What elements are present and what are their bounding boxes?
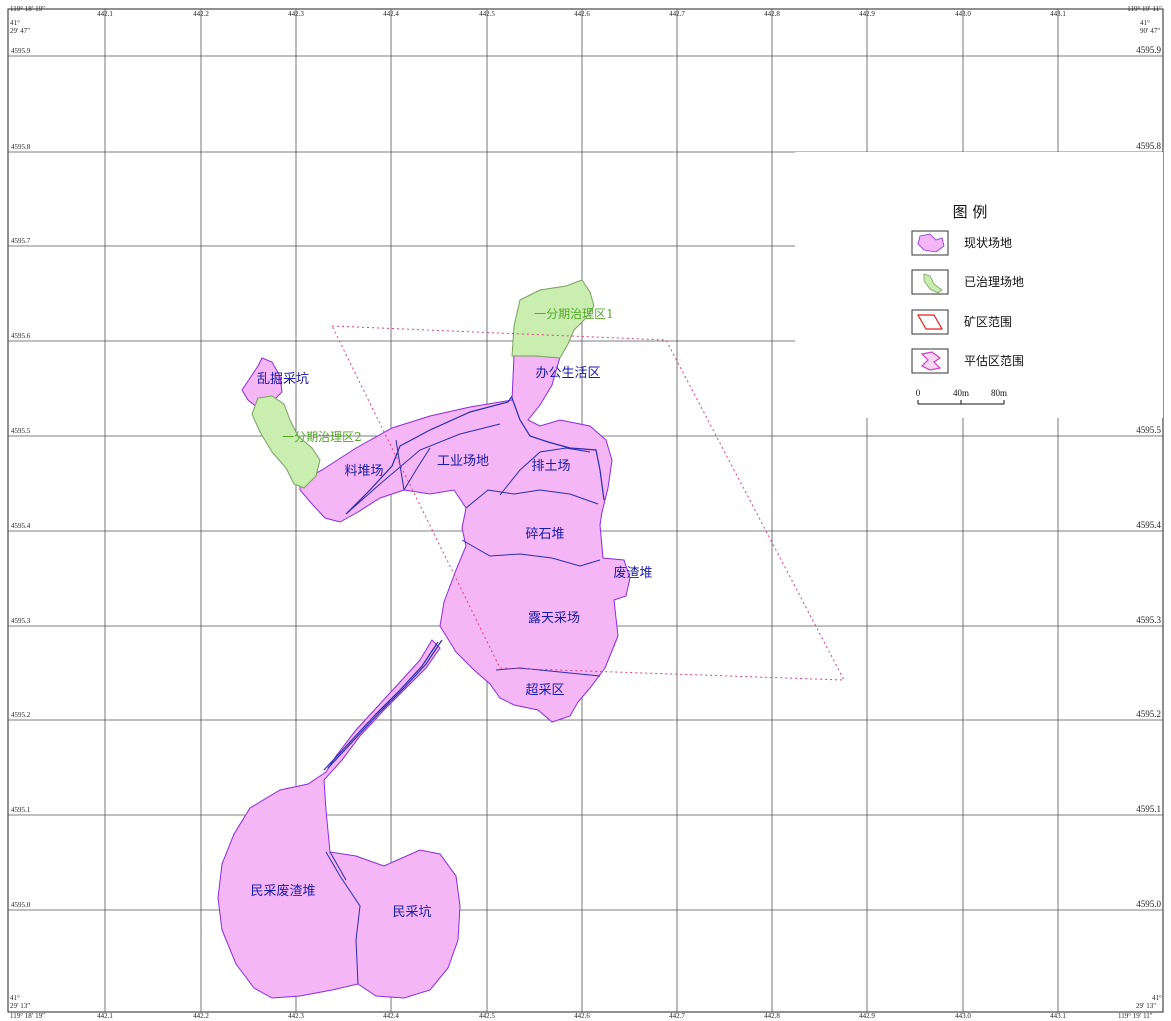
x-tick: 442.7	[669, 10, 685, 18]
x-tick: 442.1	[97, 10, 113, 18]
legend-swatch-frame	[911, 309, 949, 335]
x-tick: 442.2	[193, 1012, 209, 1020]
y-tick: 4595.0	[11, 901, 31, 909]
x-tick: 442.6	[574, 1012, 590, 1020]
corner-text: 41°	[10, 994, 20, 1002]
y-tick: 4595.3	[11, 617, 31, 625]
x-tick: 442.8	[764, 1012, 780, 1020]
treated-area-2	[251, 395, 321, 489]
y-tick: 4595.2	[11, 711, 31, 719]
label-luanjue: 乱掘采坑	[257, 372, 309, 387]
label-suishidui: 碎石堆	[525, 527, 564, 542]
x-tick: 442.3	[288, 10, 304, 18]
y-tick: 4595.2	[1136, 709, 1161, 719]
legend-label: 现状场地	[964, 236, 1012, 250]
label-treated-2: 一分期治理区2	[282, 430, 362, 444]
y-tick: 4595.9	[1136, 45, 1161, 55]
scale-label: 80m	[991, 388, 1007, 398]
x-tick: 442.2	[193, 10, 209, 18]
y-tick: 4595.4	[11, 522, 31, 530]
corner-text: 119° 19′ 11″	[1127, 5, 1162, 13]
label-liaoduichang: 料堆场	[344, 464, 383, 479]
status-area-main	[299, 354, 631, 723]
label-lutian: 露天采场	[528, 611, 580, 626]
y-tick: 4595.1	[11, 806, 31, 814]
y-tick: 4595.4	[1136, 520, 1161, 530]
x-tick: 442.1	[97, 1012, 113, 1020]
x-tick: 442.7	[669, 1012, 685, 1020]
magenta-outline-icon	[920, 351, 942, 371]
x-tick-labels-bottom: 442.1 442.2 442.3 442.4 442.5 442.6 442.…	[97, 1012, 1066, 1020]
x-tick: 442.4	[383, 10, 399, 18]
y-tick: 4595.9	[11, 47, 31, 55]
corner-text: 29′ 13″	[1136, 1002, 1156, 1010]
x-tick: 443.1	[1050, 1012, 1066, 1020]
legend-title: 图 例	[953, 203, 988, 221]
x-tick: 443.0	[955, 10, 971, 18]
green-blob-icon	[923, 273, 943, 294]
corner-text: 119° 18′ 19″	[10, 1012, 45, 1020]
status-area-south	[217, 639, 461, 999]
x-tick: 442.8	[764, 10, 780, 18]
y-tick-labels-left: 4595.9 4595.8 4595.7 4595.6 4595.5 4595.…	[11, 47, 31, 909]
label-mincai-feizha: 民采废渣堆	[250, 883, 315, 899]
label-treated-1: 一分期治理区1	[534, 307, 614, 321]
y-tick: 4595.3	[1136, 615, 1161, 625]
internal-boundaries	[325, 423, 601, 985]
label-feizhadui: 废渣堆	[613, 565, 652, 581]
x-tick: 442.3	[288, 1012, 304, 1020]
label-mincaikeng: 民采坑	[392, 905, 431, 920]
x-tick: 442.5	[479, 10, 495, 18]
y-tick: 4595.8	[1136, 141, 1161, 151]
red-parallelogram-icon	[916, 314, 944, 330]
x-tick: 443.1	[1050, 10, 1066, 18]
legend-label: 矿区范围	[964, 315, 1012, 329]
y-tick: 4595.7	[11, 237, 31, 245]
x-tick: 442.9	[859, 1012, 875, 1020]
label-paituchang: 排土场	[531, 459, 570, 474]
x-tick: 442.6	[574, 10, 590, 18]
y-tick: 4595.1	[1136, 804, 1161, 814]
x-tick: 442.5	[479, 1012, 495, 1020]
scale-bar: 0 40m 80m	[916, 388, 1007, 405]
y-tick: 4595.5	[1136, 425, 1161, 435]
label-chaocai: 超采区	[525, 683, 564, 698]
corner-text: 29′ 13″	[10, 1002, 30, 1010]
area-labels: 乱掘采坑 一分期治理区2 料堆场 工业场地 排土场 一分期治理区1 办公生活区 …	[250, 307, 652, 920]
corner-text: 119° 19′ 11″	[1118, 1012, 1153, 1020]
corner-text: 41°	[1152, 994, 1162, 1002]
x-tick-labels-top: 442.1 442.2 442.3 442.4 442.5 442.6 442.…	[97, 10, 1066, 18]
legend-label: 平估区范围	[964, 354, 1024, 368]
y-tick: 4595.8	[11, 143, 31, 151]
legend-label: 已治理场地	[964, 275, 1024, 289]
corner-coords-top-left: 119° 18′ 19″ 41° 29′ 47″	[10, 5, 45, 35]
roads	[323, 395, 605, 771]
scale-label: 40m	[953, 388, 969, 398]
map-frame	[7, 8, 1164, 1013]
label-gongye: 工业场地	[437, 454, 489, 469]
treated-area-1	[511, 279, 595, 359]
corner-text: 119° 18′ 19″	[10, 5, 45, 13]
corner-text: 29′ 47″	[10, 27, 30, 35]
legend: 图 例 现状场地 已治理场地 矿区范围 平估区范围 0 40m 80m	[795, 152, 1163, 418]
corner-coords-bottom-right: 41° 29′ 13″ 119° 19′ 11″	[1118, 994, 1162, 1020]
y-tick: 4595.6	[11, 332, 31, 340]
y-tick: 4595.5	[11, 427, 31, 435]
corner-coords-bottom-left: 41° 29′ 13″ 119° 18′ 19″	[10, 994, 45, 1020]
corner-text: 41°	[10, 19, 20, 27]
pink-blob-icon	[917, 233, 945, 253]
corner-text: 41°	[1140, 19, 1150, 27]
corner-coords-top-right: 119° 19′ 11″ 41° 90′ 47″	[1127, 5, 1162, 35]
x-tick: 443.0	[955, 1012, 971, 1020]
y-tick: 4595.0	[1136, 899, 1161, 909]
x-tick: 442.9	[859, 10, 875, 18]
scale-label: 0	[916, 388, 921, 398]
x-tick: 442.4	[383, 1012, 399, 1020]
corner-text: 90′ 47″	[1140, 27, 1160, 35]
label-bangong: 办公生活区	[535, 366, 600, 381]
